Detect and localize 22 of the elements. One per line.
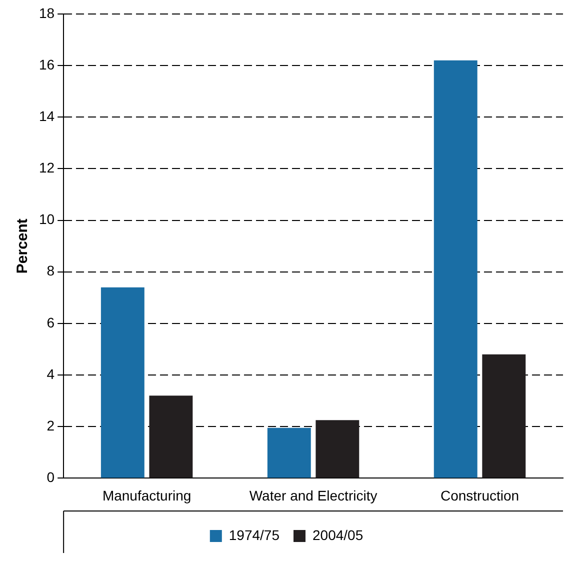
y-tick-label: 14: [38, 108, 55, 124]
legend-label: 1974/75: [228, 526, 280, 543]
bar: [434, 60, 478, 478]
y-tick-label: 8: [46, 262, 55, 279]
y-tick-label: 4: [46, 366, 55, 382]
x-tick-label: Water and Electricity: [249, 487, 378, 504]
bar: [267, 428, 311, 478]
y-tick-label: 2: [46, 417, 55, 434]
x-tick-label: Manufacturing: [102, 487, 192, 504]
y-tick-label: 12: [38, 160, 55, 176]
bar: [100, 287, 144, 478]
y-tick-label: 6: [46, 314, 55, 330]
y-axis-title: Percent: [14, 218, 32, 274]
y-tick-label: 16: [38, 56, 55, 72]
bar: [149, 396, 193, 478]
y-tick-label: 0: [46, 469, 55, 486]
legend-label: 2004/05: [312, 526, 364, 543]
bar: [316, 420, 360, 478]
bar: [482, 354, 526, 478]
y-tick-label: 18: [38, 4, 55, 21]
y-tick-label: 10: [38, 211, 55, 228]
x-tick-label: Construction: [440, 487, 520, 504]
